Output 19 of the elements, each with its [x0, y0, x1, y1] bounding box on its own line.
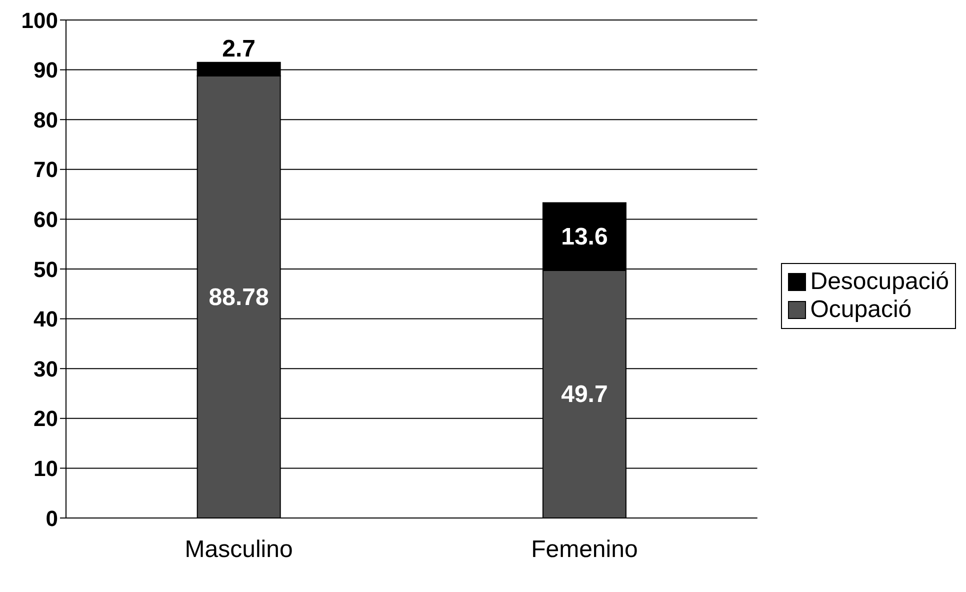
y-tick-label: 50 — [34, 256, 58, 282]
data-label: 49.7 — [561, 381, 608, 408]
data-label: 13.6 — [561, 224, 608, 251]
data-label: 88.78 — [208, 284, 269, 311]
legend-label: Ocupació — [810, 296, 912, 324]
y-tick-label: 80 — [34, 107, 58, 132]
x-tick-label: Femenino — [531, 536, 638, 564]
data-label: 2.7 — [222, 35, 256, 62]
legend-label: Desocupació — [810, 268, 949, 296]
y-tick-label: 20 — [34, 406, 58, 432]
y-tick-label: 70 — [34, 157, 58, 182]
y-tick-label: 60 — [34, 207, 58, 232]
y-tick-label: 30 — [34, 356, 58, 382]
y-tick-label: 100 — [21, 8, 58, 33]
y-tick-label: 90 — [34, 58, 58, 83]
x-tick-label: Masculino — [184, 536, 293, 564]
y-tick-label: 40 — [34, 306, 58, 332]
y-tick-label: 10 — [34, 456, 58, 482]
y-tick-label: 0 — [46, 506, 58, 531]
